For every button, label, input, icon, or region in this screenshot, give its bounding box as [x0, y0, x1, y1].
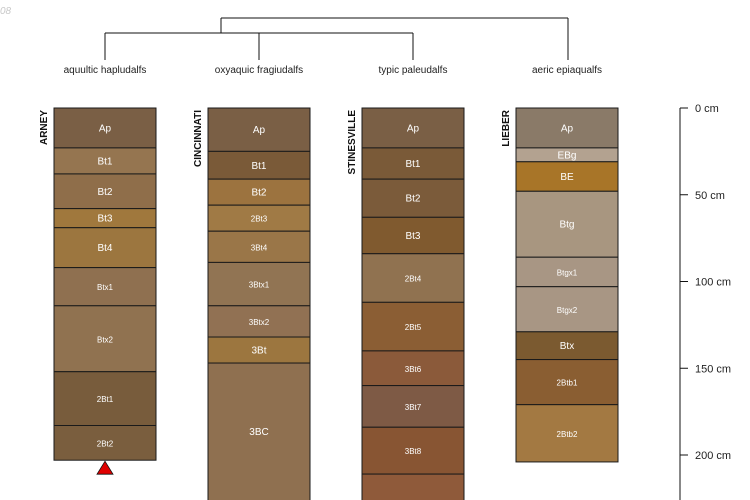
horizon-label: 3Bt6 [405, 365, 422, 374]
horizon [515, 161, 619, 192]
horizon [207, 336, 311, 364]
horizon-label: Bt2 [405, 194, 420, 205]
horizon-label: 3Bt7 [405, 403, 422, 412]
horizon [207, 362, 311, 500]
soil-profiles: aquultic hapludalfs ARNEY Ap Bt1 Bt2 Bt3 Bt4 Bt… [39, 65, 619, 500]
horizon-label: 2Bt1 [97, 395, 114, 404]
profile-name: CINCINNATI [193, 110, 204, 167]
horizon-label: 2Btb2 [557, 430, 578, 439]
depth-axis: 0 cm 50 cm 100 cm 150 cm 200 cm [679, 103, 731, 500]
taxon-label: aeric epiaqualfs [532, 65, 602, 76]
horizon [361, 107, 465, 149]
horizon-label: Bt2 [97, 187, 112, 198]
horizon-label: Btx [560, 341, 574, 352]
profile-name: STINESVILLE [347, 110, 358, 175]
horizon [53, 227, 157, 269]
horizon [515, 404, 619, 463]
dendrogram [104, 17, 569, 60]
horizon-label: 2Btb1 [557, 379, 578, 388]
horizon [515, 107, 619, 149]
horizon-label: Btg [559, 220, 574, 231]
horizon-label: 2Bt4 [405, 275, 422, 284]
horizon [361, 178, 465, 218]
horizon-label: 3BC [249, 427, 268, 438]
horizon-label: Bt1 [251, 161, 266, 172]
horizon-label: 3Btx2 [249, 318, 270, 327]
horizon-label: EBg [558, 150, 577, 161]
horizon-label: Bt2 [251, 188, 266, 199]
depth-label: 200 cm [695, 450, 731, 462]
profile-arney: aquultic hapludalfs ARNEY Ap Bt1 Bt2 Bt3 Bt4 Bt… [39, 65, 157, 475]
horizon-label: Bt3 [97, 214, 112, 225]
depth-label: 100 cm [695, 277, 731, 289]
horizon-label: Bt3 [405, 231, 420, 242]
horizon-label: Ap [561, 123, 574, 134]
horizon-label: 3Btx1 [249, 281, 270, 290]
horizon-label: Ap [253, 125, 266, 136]
depth-label: 50 cm [695, 190, 725, 202]
bottom-marker-icon [96, 460, 114, 475]
horizon-label: BE [560, 172, 574, 183]
taxon-label: oxyaquic fragiudalfs [215, 65, 303, 76]
horizon [361, 253, 465, 303]
horizon-label: Btx1 [97, 283, 114, 292]
horizon [207, 150, 311, 180]
corner-label: 08 [0, 6, 12, 17]
horizon [53, 267, 157, 307]
profile-lieber: aeric epiaqualfs LIEBER Ap EBg BE Btg Btgx1 Btg… [501, 65, 619, 463]
horizon [53, 147, 157, 175]
horizon [207, 230, 311, 263]
horizon [361, 385, 465, 428]
horizon [207, 261, 311, 307]
horizon-label: 2Bt2 [97, 439, 114, 448]
horizon [53, 305, 157, 373]
horizon-label: 3Bt4 [251, 243, 268, 252]
horizon-label: Ap [99, 123, 112, 134]
horizon-label: Bt1 [97, 156, 112, 167]
horizon-label: Bt1 [405, 159, 420, 170]
horizon-label: Ap [407, 123, 420, 134]
horizon [53, 371, 157, 427]
taxon-label: aquultic hapludalfs [64, 65, 147, 76]
horizon-label: Btx2 [97, 335, 114, 344]
profile-name: ARNEY [39, 110, 50, 145]
horizon [207, 305, 311, 338]
depth-label: 150 cm [695, 363, 731, 375]
horizon [361, 473, 465, 500]
horizon-label: 3Bt8 [405, 447, 422, 456]
horizon-label: 3Bt [251, 346, 266, 357]
horizon-label: Bt4 [97, 243, 112, 254]
horizon [515, 359, 619, 406]
horizon-label: 2Bt3 [251, 215, 268, 224]
profile-cincinnati: oxyaquic fragiudalfs CINCINNATI Ap Bt1 Bt2 2B… [193, 65, 311, 500]
horizon [53, 107, 157, 149]
horizon [361, 216, 465, 255]
horizon-label: Btgx2 [557, 306, 578, 315]
horizon-label: 2Bt5 [405, 323, 422, 332]
profile-stinesville: typic paleudalfs STINESVILLE Ap Bt1 Bt2 Bt3 2B… [347, 65, 465, 500]
horizon [361, 350, 465, 387]
horizon [361, 147, 465, 180]
horizon [53, 425, 157, 461]
horizon-label: Btgx1 [557, 268, 578, 277]
horizon [515, 256, 619, 288]
horizon [207, 107, 311, 152]
horizon [207, 204, 311, 232]
taxon-label: typic paleudalfs [379, 65, 448, 76]
depth-label: 0 cm [695, 103, 719, 115]
horizon [207, 178, 311, 206]
profile-name: LIEBER [501, 109, 512, 146]
